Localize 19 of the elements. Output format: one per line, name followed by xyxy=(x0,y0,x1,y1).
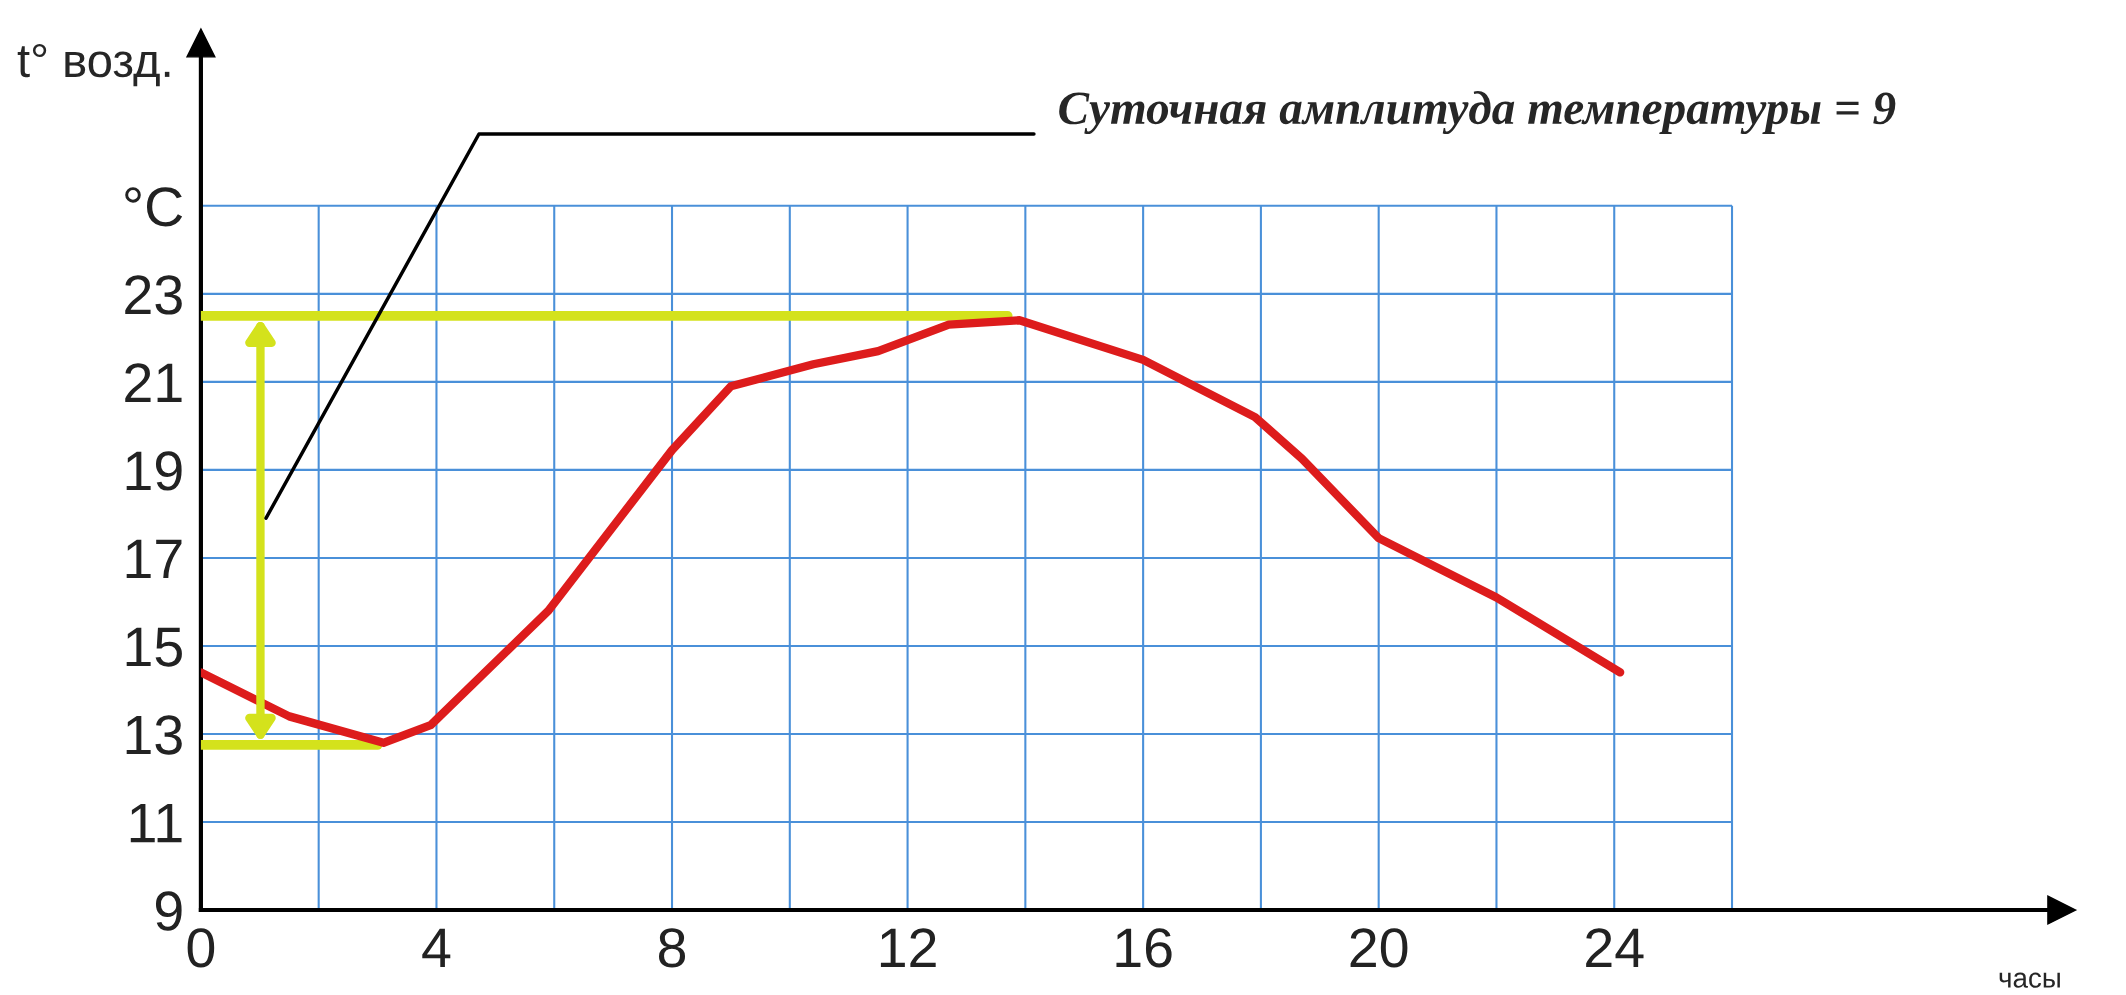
y-tick-label: 15 xyxy=(126,627,182,667)
y-tick-label: 19 xyxy=(126,451,182,491)
x-tick-label: 20 xyxy=(1350,928,1408,968)
y-tick-label: 9 xyxy=(155,891,182,931)
x-tick-label: 16 xyxy=(1116,928,1172,968)
x-tick-label: 8 xyxy=(658,928,686,968)
y-tick-label: 17 xyxy=(126,539,182,579)
y-tick-label: 23 xyxy=(125,275,182,315)
x-tick-label: 24 xyxy=(1586,928,1644,967)
y-tick-label: 13 xyxy=(126,715,182,755)
x-tick-label: 4 xyxy=(422,928,451,967)
x-tick-label: 0 xyxy=(187,928,215,968)
x-axis-title: часы xyxy=(1999,972,2060,988)
y-tick-label: °C xyxy=(125,187,183,227)
annotation: Суточная амплитуда температуры = 9 xyxy=(1059,91,1896,135)
y-tick-label: 21 xyxy=(125,363,182,403)
y-axis-title: t° возд. xyxy=(17,43,170,87)
x-tick-label: 12 xyxy=(880,928,936,967)
y-tick-label: 11 xyxy=(130,803,182,843)
